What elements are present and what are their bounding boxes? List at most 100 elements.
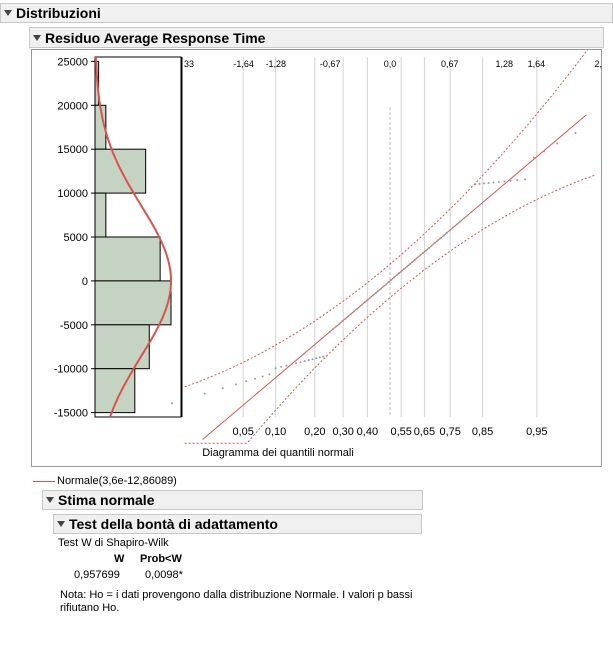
p-value: 0,0098*	[145, 569, 183, 581]
quantile-point	[221, 387, 224, 390]
collapse-triangle-icon[interactable]	[57, 521, 65, 527]
quantile-point	[445, 231, 448, 234]
quantile-point	[492, 181, 495, 184]
quantile-point	[442, 234, 445, 237]
quantile-point	[424, 249, 427, 252]
test-header[interactable]: Test della bontà di adattamento	[53, 514, 422, 534]
quantile-point	[280, 365, 283, 368]
quantile-point	[372, 294, 375, 297]
quantile-point	[374, 292, 377, 295]
legend-label: Normale(3,6e-12,86089)	[57, 475, 177, 487]
quantile-point	[503, 180, 506, 183]
residuo-header[interactable]: Residuo Average Response Time	[29, 27, 604, 48]
quantile-point	[245, 380, 248, 383]
quantile-point	[328, 330, 331, 333]
quantile-point	[462, 217, 465, 220]
bottom-tick-label: 0,05	[232, 426, 253, 438]
quantile-point	[416, 256, 419, 259]
confidence-band-upper	[184, 39, 596, 388]
y-tick-label: -10000	[54, 364, 88, 376]
quantile-point	[377, 289, 380, 292]
quantile-point	[524, 178, 527, 181]
top-tick-label: -1,64	[233, 59, 254, 69]
top-tick-label: 33	[184, 59, 194, 69]
quantile-point	[478, 182, 481, 185]
quantile-point	[299, 361, 302, 364]
top-tick-label: -0,67	[320, 59, 341, 69]
quantile-point	[347, 315, 350, 318]
quantile-point	[543, 150, 546, 153]
w-value: 0,957699	[74, 569, 120, 581]
legend-line-swatch	[33, 481, 55, 482]
histogram-bar	[94, 280, 172, 326]
quantile-point	[295, 362, 298, 365]
y-tick-label: -5000	[60, 320, 88, 332]
quantile-point	[261, 375, 264, 378]
test-name: Test W di Shapiro-Wilk	[58, 537, 169, 549]
quantile-point	[459, 220, 462, 223]
quantile-point	[466, 214, 469, 217]
histogram-bar	[94, 192, 107, 238]
quantile-point	[234, 383, 237, 386]
y-tick-label: 10000	[57, 188, 88, 200]
histogram-bar	[94, 324, 150, 370]
quantile-point	[422, 251, 425, 254]
quantile-point	[403, 267, 406, 270]
bottom-tick-label: 0,20	[304, 426, 325, 438]
test-title: Test della bontà di adattamento	[69, 516, 278, 532]
quantile-point	[341, 320, 344, 323]
x-axis-label: Diagramma dei quantili normali	[202, 447, 354, 459]
quantile-point	[452, 226, 455, 229]
y-tick-label: 15000	[57, 144, 88, 156]
quantile-point	[398, 272, 401, 275]
quantile-point	[379, 287, 382, 290]
quantile-point	[405, 265, 408, 268]
quantile-point	[474, 183, 477, 186]
quantile-point	[439, 237, 442, 240]
quantile-point	[268, 373, 271, 376]
quantile-point	[285, 364, 288, 367]
collapse-triangle-icon[interactable]	[46, 497, 54, 503]
quantile-point	[400, 269, 403, 272]
collapse-triangle-icon[interactable]	[4, 10, 12, 16]
stima-normale-header[interactable]: Stima normale	[42, 490, 423, 510]
quantile-point	[433, 242, 436, 245]
top-tick-label: 0,0	[384, 59, 397, 69]
quantile-point	[497, 180, 500, 183]
top-tick-label: 2,	[594, 59, 602, 69]
distribuzioni-header[interactable]: Distribuzioni	[0, 3, 613, 23]
quantile-point	[353, 310, 356, 313]
quantile-point	[325, 354, 328, 357]
quantile-point	[455, 223, 458, 226]
quantile-point	[364, 301, 367, 304]
quantile-point	[482, 182, 485, 185]
collapse-triangle-icon[interactable]	[33, 34, 41, 41]
quantile-point	[355, 307, 358, 310]
quantile-point	[449, 229, 452, 232]
quantile-point	[509, 179, 512, 182]
quantile-point	[408, 263, 411, 266]
quantile-point	[307, 359, 310, 362]
quantile-point	[382, 285, 385, 288]
bottom-tick-label: 0,85	[472, 426, 493, 438]
quantile-point	[335, 325, 338, 328]
confidence-band-lower	[184, 174, 596, 444]
quantile-point	[395, 274, 398, 277]
chart-panel: 25000 20000 15000 10000 5000 0 -5000 -10000 -150…	[31, 39, 610, 467]
distribution-chart: 25000 20000 15000 10000 5000 0 -5000 -10000 -150…	[54, 39, 610, 459]
quantile-point	[338, 322, 341, 325]
col-w-header: W	[114, 553, 125, 565]
distribuzioni-title: Distribuzioni	[16, 5, 101, 21]
quantile-point	[427, 247, 430, 250]
histogram-bar	[94, 236, 161, 282]
quantile-point	[411, 261, 414, 264]
bottom-tick-label: 0,65	[414, 426, 435, 438]
quantile-point	[516, 179, 519, 182]
quantile-point	[470, 211, 473, 214]
residuo-title: Residuo Average Response Time	[45, 29, 266, 46]
quantile-point	[315, 357, 318, 360]
bottom-tick-label: 0,40	[357, 426, 378, 438]
bottom-tick-label: 0,10	[265, 426, 286, 438]
quantile-point	[274, 367, 277, 370]
quantile-point	[332, 327, 335, 330]
